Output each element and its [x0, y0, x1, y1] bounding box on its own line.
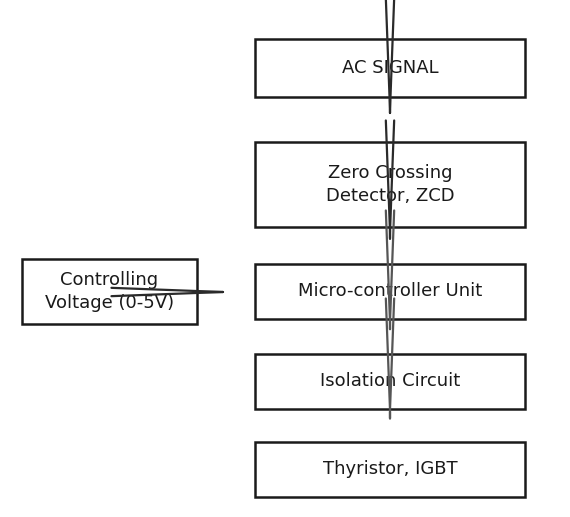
Bar [255, 442, 525, 497]
Text: AC SIGNAL: AC SIGNAL [341, 59, 438, 77]
Bar [255, 142, 525, 227]
Bar [255, 354, 525, 409]
Bar [255, 39, 525, 97]
Bar [255, 264, 525, 319]
Text: Isolation Circuit: Isolation Circuit [320, 373, 460, 390]
Bar [22, 259, 197, 324]
Text: Zero Crossing
Detector, ZCD: Zero Crossing Detector, ZCD [325, 164, 454, 205]
Text: Thyristor, IGBT: Thyristor, IGBT [323, 461, 457, 479]
Text: Micro-controller Unit: Micro-controller Unit [298, 282, 482, 300]
Text: Controlling
Voltage (0-5V): Controlling Voltage (0-5V) [45, 271, 174, 312]
